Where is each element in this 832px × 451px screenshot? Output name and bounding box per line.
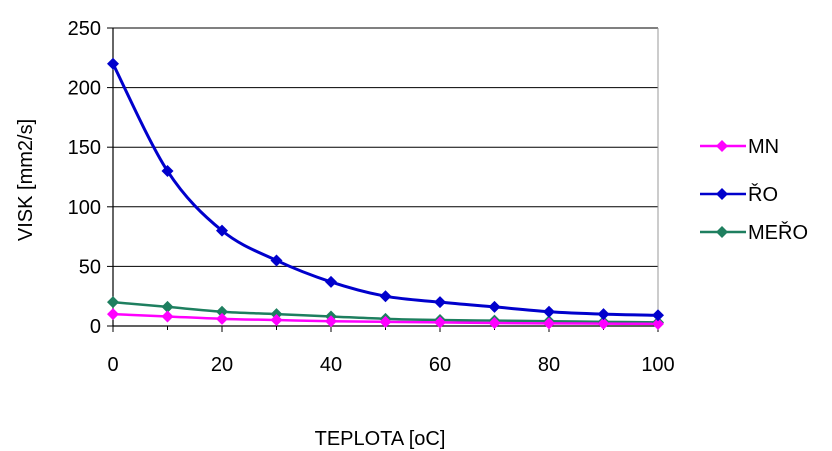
series-0-point (652, 317, 664, 330)
legend-item-1: ŘO (700, 183, 778, 206)
legend-swatch-marker (716, 140, 728, 152)
x-tick-label: 60 (429, 354, 451, 376)
y-tick-label: 50 (79, 256, 101, 278)
series-2-point (107, 296, 119, 309)
x-tick-label: 20 (211, 354, 233, 376)
series-0-point (434, 316, 446, 329)
series-1-point (379, 290, 392, 303)
legend-label: ŘO (748, 183, 778, 206)
series-0-point (216, 312, 228, 325)
series-0-point (597, 317, 610, 330)
series-1-point (270, 254, 283, 267)
y-tick-label: 150 (68, 137, 101, 159)
series-0-point (488, 317, 501, 330)
grid-lines (113, 27, 658, 267)
series-0-point (107, 308, 119, 321)
series-lines (111, 63, 659, 326)
series-1-point (543, 305, 555, 318)
series-markers (107, 57, 664, 330)
tick-labels: 0 50 100 150 200 250 0 20 40 60 80 100 (68, 18, 675, 376)
series-0-point (270, 314, 283, 327)
series-1-point (597, 308, 610, 321)
y-tick-label: 250 (68, 18, 101, 40)
x-tick-label: 0 (107, 354, 118, 376)
legend-item-2: MEŘO (700, 221, 808, 244)
series-0-point (379, 315, 392, 328)
y-tick-label: 0 (90, 316, 101, 338)
series-1-point (161, 165, 174, 178)
series-1-point (488, 300, 501, 313)
x-tick-label: 80 (538, 354, 560, 376)
series-2-point (161, 300, 174, 313)
y-tick-label: 100 (68, 197, 101, 219)
x-axis-title: TEPLOTA [oC] (315, 428, 446, 450)
axes (107, 27, 659, 332)
legend-swatch-marker (716, 226, 728, 238)
x-tick-label: 40 (320, 354, 342, 376)
series-1-line (111, 63, 659, 317)
legend: MN ŘO MEŘO (700, 136, 808, 244)
y-tick-label: 200 (68, 78, 101, 100)
x-tick-label: 100 (641, 354, 674, 376)
series-1-point (325, 275, 337, 288)
series-1-point (434, 296, 446, 309)
series-2-point (216, 305, 228, 318)
y-axis-title: VISK [mm2/s] (15, 119, 37, 241)
series-0-point (325, 315, 337, 328)
legend-label: MEŘO (748, 221, 808, 244)
series-1-point (216, 224, 228, 237)
series-0-point (161, 310, 174, 323)
series-1-point (107, 57, 119, 70)
legend-item-0: MN (700, 136, 779, 158)
legend-label: MN (748, 136, 779, 158)
series-0-point (543, 317, 555, 330)
series-1-point (652, 309, 664, 322)
legend-swatch-marker (716, 188, 728, 200)
